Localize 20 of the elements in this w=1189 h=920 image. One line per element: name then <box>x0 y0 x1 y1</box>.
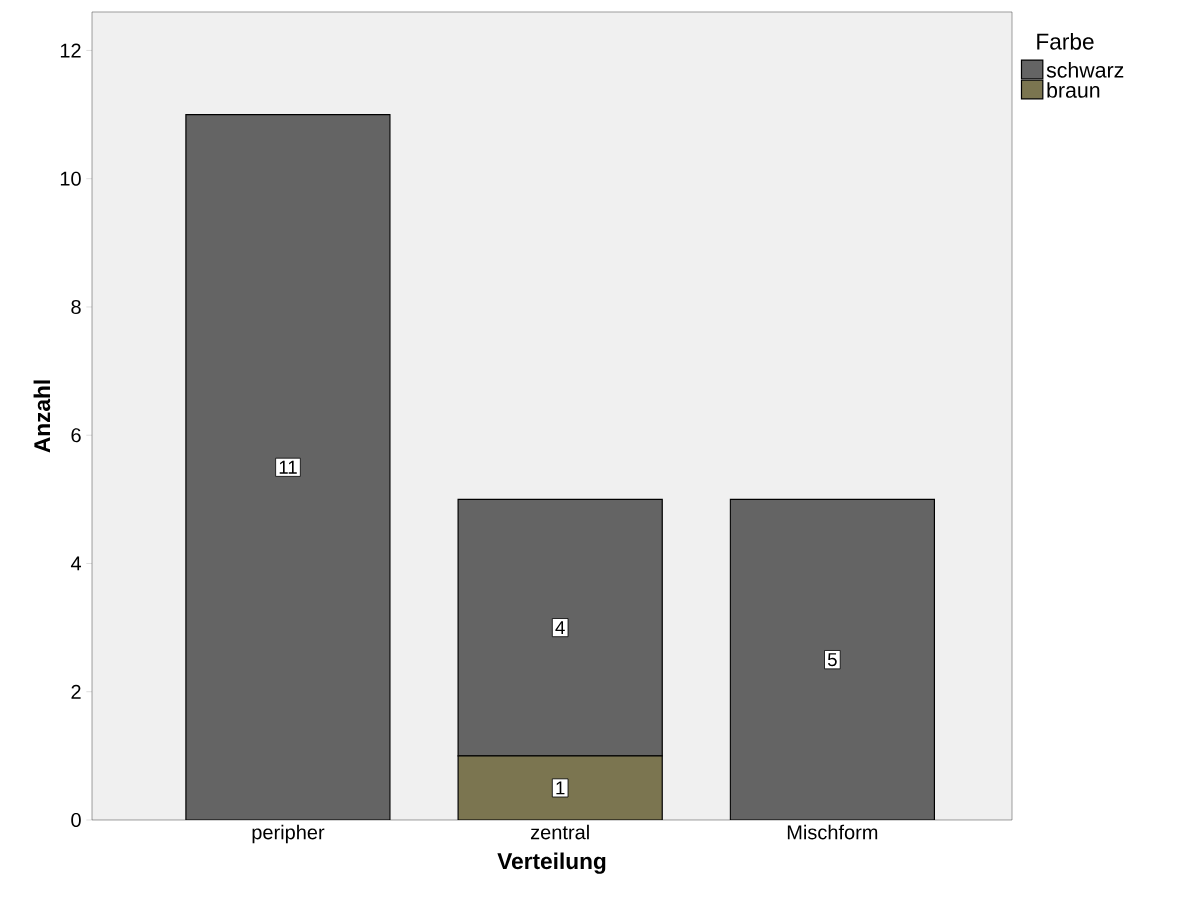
data-label: 4 <box>555 621 565 635</box>
y-tick-label: 2 <box>71 684 81 699</box>
y-tick-label: 8 <box>71 299 81 315</box>
data-label: 5 <box>827 653 837 667</box>
x-tick-label: peripher <box>252 824 325 844</box>
x-tick-label: Mischform <box>787 824 878 840</box>
data-label: 11 <box>279 460 297 474</box>
y-tick-label: 4 <box>70 556 82 571</box>
y-tick-label: 6 <box>71 428 81 443</box>
legend-label: schwarz <box>1046 62 1124 78</box>
y-axis-title: Anzahl <box>33 380 51 453</box>
bar <box>185 113 391 820</box>
x-tick-label: zentral <box>530 824 589 840</box>
y-tick-label: 12 <box>60 43 81 58</box>
x-axis-title: Verteilung <box>497 852 606 874</box>
legend-label: braun <box>1047 82 1100 98</box>
legend-title: Farbe <box>1037 33 1094 50</box>
y-tick-label: 10 <box>60 171 81 186</box>
y-tick-label: 0 <box>71 812 81 828</box>
data-label: 1 <box>556 781 565 795</box>
